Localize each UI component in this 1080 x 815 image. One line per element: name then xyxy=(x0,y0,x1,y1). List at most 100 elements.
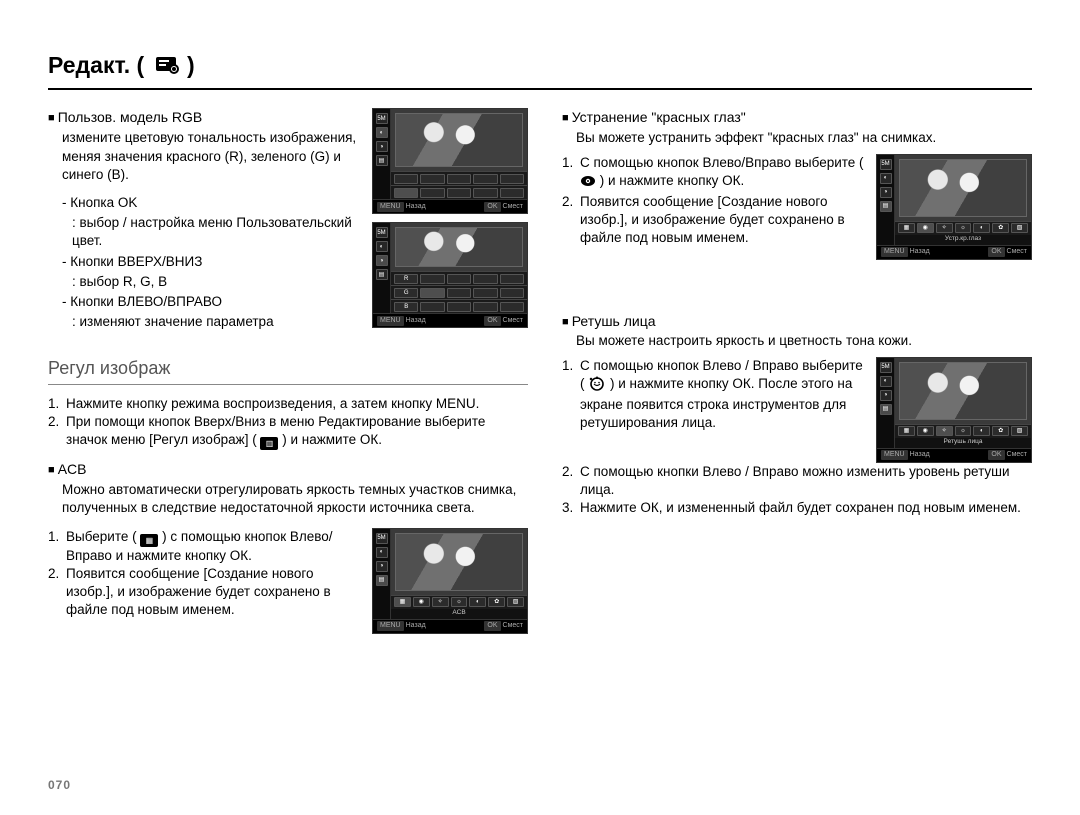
redeye-desc: Вы можете устранить эффект "красных глаз… xyxy=(576,129,1032,147)
side-icon: ▤ xyxy=(880,404,892,415)
side-icon: ▤ xyxy=(880,201,892,212)
regul-title: Регул изображ xyxy=(48,356,528,385)
strip-icon: ✧ xyxy=(936,426,953,436)
strip-icon: ◉ xyxy=(917,223,934,233)
retouch-s2: С помощью кнопки Влево / Вправо можно из… xyxy=(580,463,1032,499)
num: 1. xyxy=(48,528,66,565)
redeye-head: Устранение "красных глаз" xyxy=(562,108,1032,127)
side-icon: ◑ xyxy=(376,561,388,572)
side-icon: ▤ xyxy=(376,269,388,280)
size-badge: 5M xyxy=(376,533,388,544)
title-text: Редакт. ( xyxy=(48,52,144,78)
rgb-desc: измените цветовую тональность изображени… xyxy=(62,129,362,184)
acb-head: ACB xyxy=(48,460,528,479)
redeye-s1a: С помощью кнопок Влево/Вправо выберите ( xyxy=(580,155,864,170)
strip-icon: ◉ xyxy=(917,426,934,436)
rgb-head: Пользов. модель RGB xyxy=(48,108,362,127)
num: 3. xyxy=(562,499,580,517)
move-label: Смест xyxy=(1007,248,1027,255)
rgb-k3b: : изменяют значение параметра xyxy=(72,313,362,331)
lcd-rgb-1: 5M ◐ ◑ ▤ MENUНазад OKСмест xyxy=(372,108,528,214)
strip-icon: ◐ xyxy=(973,223,990,233)
redeye-icon xyxy=(580,174,596,193)
side-icon: ◐ xyxy=(880,376,892,387)
side-icon: ▤ xyxy=(376,155,388,166)
ok-chip: OK xyxy=(988,450,1004,459)
lcd-photo xyxy=(899,362,1027,420)
move-label: Смест xyxy=(503,317,523,324)
back-label: Назад xyxy=(910,248,930,255)
page-number: 070 xyxy=(48,777,71,793)
acb-s1a: Выберите ( xyxy=(66,529,137,544)
lcd-photo xyxy=(395,227,523,267)
acb-icon: ▦ xyxy=(140,534,158,547)
side-icon: ◐ xyxy=(376,547,388,558)
size-badge: 5M xyxy=(376,113,388,124)
side-icon: ◑ xyxy=(376,141,388,152)
strip-icon: ▧ xyxy=(1011,426,1028,436)
side-icon: ◐ xyxy=(376,241,388,252)
num: 2. xyxy=(562,463,580,499)
retouch-s1b: ) и нажмите кнопку ОК. После этого на эк… xyxy=(580,376,852,430)
strip-icon: ✧ xyxy=(432,597,449,607)
back-label: Назад xyxy=(910,451,930,458)
strip-icon: ◐ xyxy=(973,426,990,436)
ok-chip: OK xyxy=(988,247,1004,256)
lcd-label: Ретушь лица xyxy=(895,438,1031,448)
strip-icon: ☼ xyxy=(955,223,972,233)
page-title: Редакт. ( ) xyxy=(48,50,1032,90)
size-badge: 5M xyxy=(880,159,892,170)
menu-chip: MENU xyxy=(377,202,404,211)
lcd-rgb-2: 5M ◐ ◑ ▤ R G B MENUНазад OKСмес xyxy=(372,222,528,328)
rgb-k2a: - Кнопки ВВЕРХ/ВНИЗ xyxy=(62,253,362,271)
rgb-k1a: - Кнопка OK xyxy=(62,194,362,212)
strip-icon: ▦ xyxy=(394,597,411,607)
ok-chip: OK xyxy=(484,621,500,630)
lcd-photo xyxy=(899,159,1027,217)
strip-icon: ▧ xyxy=(1011,223,1028,233)
menu-chip: MENU xyxy=(881,450,908,459)
acb-s1: Выберите ( ▦ ) с помощью кнопок Влево/Вп… xyxy=(66,528,362,565)
move-label: Смест xyxy=(503,203,523,210)
strip-icon: ✧ xyxy=(936,223,953,233)
size-badge: 5M xyxy=(376,227,388,238)
rgb-k3a: - Кнопки ВЛЕВО/ВПРАВО xyxy=(62,293,362,311)
side-icon: ◑ xyxy=(880,390,892,401)
lcd-photo xyxy=(395,113,523,167)
back-label: Назад xyxy=(406,317,426,324)
strip-icon: ▦ xyxy=(898,426,915,436)
histogram-icon: ▥ xyxy=(260,437,278,450)
menu-chip: MENU xyxy=(377,316,404,325)
edit-icon xyxy=(155,51,181,82)
retouch-s3: Нажмите ОК, и измененный файл будет сохр… xyxy=(580,499,1032,517)
strip-icon: ▦ xyxy=(898,223,915,233)
move-label: Смест xyxy=(503,622,523,629)
menu-chip: MENU xyxy=(881,247,908,256)
redeye-s2: Появится сообщение [Создание нового изоб… xyxy=(580,193,866,248)
ok-chip: OK xyxy=(484,316,500,325)
regul-s2b: ) и нажмите ОК. xyxy=(282,432,382,447)
retouch-s1: С помощью кнопок Влево / Вправо выберите… xyxy=(580,357,866,433)
num: 1. xyxy=(562,357,580,433)
ok-chip: OK xyxy=(484,202,500,211)
num: 1. xyxy=(48,395,66,413)
lcd-acb: 5M ◐ ◑ ▤ ▦ ◉ ✧ ☼ ◐ ✿ xyxy=(372,528,528,634)
num: 2. xyxy=(562,193,580,248)
retouch-head: Ретушь лица xyxy=(562,312,1032,331)
menu-chip: MENU xyxy=(377,621,404,630)
redeye-s1: С помощью кнопок Влево/Вправо выберите (… xyxy=(580,154,866,193)
side-icon: ◐ xyxy=(376,127,388,138)
strip-icon: ▧ xyxy=(507,597,524,607)
strip-icon: ☼ xyxy=(955,426,972,436)
strip-icon: ☼ xyxy=(451,597,468,607)
strip-icon: ◐ xyxy=(469,597,486,607)
side-icon: ◑ xyxy=(376,255,388,266)
lcd-retouch: 5M ◐ ◑ ▤ ▦ ◉ ✧ ☼ ◐ ✿ xyxy=(876,357,1032,463)
num: 1. xyxy=(562,154,580,193)
strip-icon: ✿ xyxy=(488,597,505,607)
title-close: ) xyxy=(187,52,195,78)
side-icon: ◑ xyxy=(880,187,892,198)
rgb-k1b: : выбор / настройка меню Пользовательски… xyxy=(72,214,362,250)
num: 2. xyxy=(48,413,66,450)
side-icon: ◐ xyxy=(880,173,892,184)
